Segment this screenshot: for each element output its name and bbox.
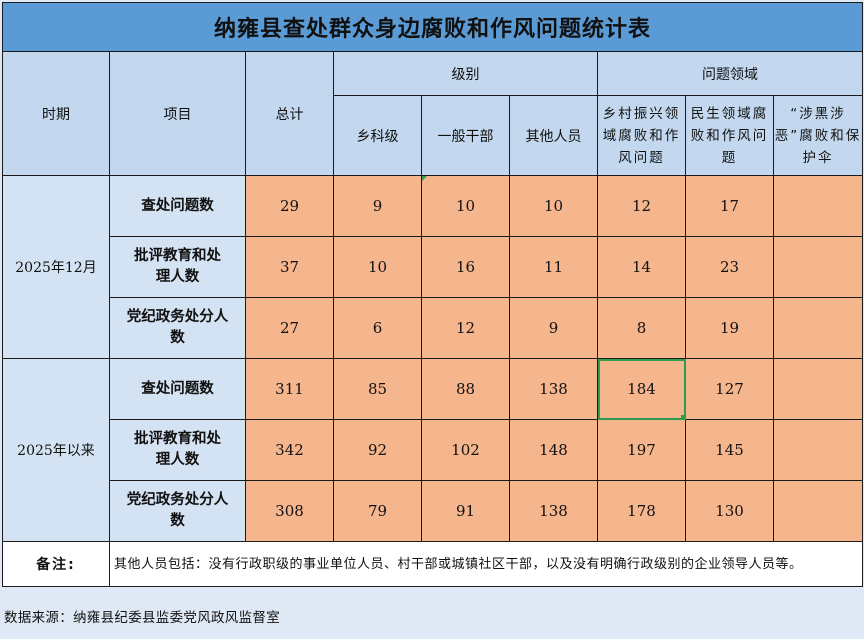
header-rural-revitalization[interactable]: 乡村振兴领域腐败和作风问题 bbox=[597, 95, 686, 176]
header-item[interactable]: 项目 bbox=[109, 51, 246, 176]
header-period[interactable]: 时期 bbox=[2, 51, 110, 176]
cell-gang-protection[interactable] bbox=[772, 175, 864, 237]
cell-total[interactable]: 37 bbox=[245, 236, 334, 298]
table-title[interactable]: 纳雍县查处群众身边腐败和作风问题统计表 bbox=[1, 2, 864, 52]
cell-total[interactable]: 342 bbox=[245, 419, 334, 481]
header-level-group[interactable]: 级别 bbox=[333, 51, 598, 96]
cell-general-cadre[interactable]: 88 bbox=[421, 358, 510, 420]
cell-general-cadre[interactable]: 91 bbox=[421, 480, 510, 542]
cell-livelihood[interactable]: 17 bbox=[685, 175, 774, 237]
row-label[interactable]: 党纪政务处分人数 bbox=[109, 297, 246, 359]
cell-livelihood[interactable]: 127 bbox=[685, 358, 774, 420]
header-township-level[interactable]: 乡科级 bbox=[333, 95, 422, 176]
cell-township-level[interactable]: 10 bbox=[333, 236, 422, 298]
cell-rural-revitalization-selected[interactable]: 184 bbox=[597, 358, 686, 420]
row-label[interactable]: 批评教育和处理人数 bbox=[109, 236, 246, 298]
cell-gang-protection[interactable] bbox=[772, 236, 864, 298]
cell-rural-revitalization[interactable]: 197 bbox=[597, 419, 686, 481]
cell-rural-revitalization[interactable]: 8 bbox=[597, 297, 686, 359]
cell-general-cadre[interactable]: 12 bbox=[421, 297, 510, 359]
cell-livelihood[interactable]: 19 bbox=[685, 297, 774, 359]
cell-gang-protection[interactable] bbox=[772, 419, 864, 481]
note-text[interactable]: 其他人员包括：没有行政职级的事业单位人员、村干部或城镇社区干部，以及没有明确行政… bbox=[108, 541, 864, 587]
header-area-group[interactable]: 问题领域 bbox=[596, 51, 864, 96]
cell-gang-protection[interactable] bbox=[772, 358, 864, 420]
header-total[interactable]: 总计 bbox=[245, 51, 334, 176]
cell-other-personnel[interactable]: 9 bbox=[509, 297, 598, 359]
cell-livelihood[interactable]: 130 bbox=[685, 480, 774, 542]
note-label[interactable]: 备注: bbox=[2, 541, 110, 587]
cell-total[interactable]: 308 bbox=[245, 480, 334, 542]
period-label[interactable]: 2025年以来 bbox=[2, 358, 110, 542]
header-gang-protection[interactable]: “涉黑涉恶”腐败和保护伞 bbox=[772, 95, 864, 176]
cell-rural-revitalization[interactable]: 14 bbox=[597, 236, 686, 298]
row-label[interactable]: 查处问题数 bbox=[109, 358, 246, 420]
cell-township-level[interactable]: 9 bbox=[333, 175, 422, 237]
cell-gang-protection[interactable] bbox=[772, 480, 864, 542]
cell-township-level[interactable]: 79 bbox=[333, 480, 422, 542]
row-label[interactable]: 批评教育和处理人数 bbox=[109, 419, 246, 481]
header-livelihood[interactable]: 民生领域腐败和作风问题 bbox=[685, 95, 774, 176]
cell-other-personnel[interactable]: 138 bbox=[509, 358, 598, 420]
comment-marker-icon bbox=[422, 176, 427, 181]
cell-township-level[interactable]: 6 bbox=[333, 297, 422, 359]
cell-total[interactable]: 311 bbox=[245, 358, 334, 420]
cell-value: 184 bbox=[627, 380, 656, 398]
cell-livelihood[interactable]: 23 bbox=[685, 236, 774, 298]
cell-gang-protection[interactable] bbox=[772, 297, 864, 359]
cell-other-personnel[interactable]: 11 bbox=[509, 236, 598, 298]
cell-total[interactable]: 29 bbox=[245, 175, 334, 237]
cell-other-personnel[interactable]: 138 bbox=[509, 480, 598, 542]
header-general-cadre[interactable]: 一般干部 bbox=[421, 95, 510, 176]
cell-general-cadre[interactable]: 102 bbox=[421, 419, 510, 481]
row-label[interactable]: 查处问题数 bbox=[109, 175, 246, 237]
cell-township-level[interactable]: 85 bbox=[333, 358, 422, 420]
cell-total[interactable]: 27 bbox=[245, 297, 334, 359]
cell-rural-revitalization[interactable]: 178 bbox=[597, 480, 686, 542]
fill-handle[interactable] bbox=[681, 415, 685, 419]
statistics-table: 纳雍县查处群众身边腐败和作风问题统计表 时期 项目 总计 级别 问题领域 乡科级… bbox=[1, 2, 864, 587]
cell-other-personnel[interactable]: 148 bbox=[509, 419, 598, 481]
cell-livelihood[interactable]: 145 bbox=[685, 419, 774, 481]
cell-value: 10 bbox=[455, 197, 476, 215]
cell-township-level[interactable]: 92 bbox=[333, 419, 422, 481]
cell-other-personnel[interactable]: 10 bbox=[509, 175, 598, 237]
row-label[interactable]: 党纪政务处分人数 bbox=[109, 480, 246, 542]
period-label[interactable]: 2025年12月 bbox=[2, 175, 110, 359]
header-other-personnel[interactable]: 其他人员 bbox=[509, 95, 598, 176]
cell-general-cadre[interactable]: 16 bbox=[421, 236, 510, 298]
cell-general-cadre[interactable]: 10 bbox=[421, 175, 510, 237]
cell-rural-revitalization[interactable]: 12 bbox=[597, 175, 686, 237]
data-source: 数据来源：纳雍县纪委县监委党风政风监督室 bbox=[4, 610, 280, 626]
